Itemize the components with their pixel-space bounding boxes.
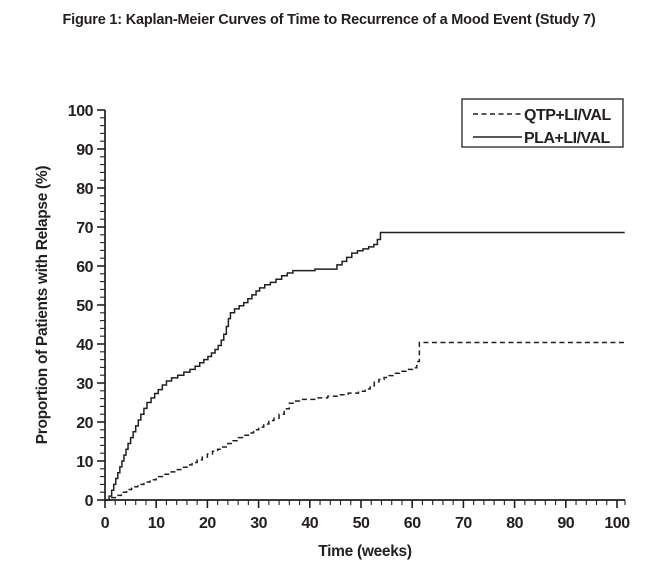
legend-label: QTP+LI/VAL [524, 107, 611, 124]
series-pla-li-val [105, 231, 625, 501]
y-tick-label: 30 [76, 376, 93, 393]
y-tick-label: 0 [85, 493, 94, 510]
y-tick-label: 10 [76, 454, 93, 471]
x-tick-label: 20 [199, 515, 216, 532]
x-tick-label: 80 [506, 515, 523, 532]
x-tick-label: 10 [148, 515, 165, 532]
x-tick-label: 90 [557, 515, 574, 532]
figure-title: Figure 1: Kaplan-Meier Curves of Time to… [62, 12, 596, 28]
x-tick-label: 50 [353, 515, 370, 532]
y-tick-label: 20 [76, 415, 93, 432]
legend-box [461, 98, 624, 148]
x-tick-label: 60 [404, 515, 421, 532]
y-tick-label: 40 [76, 337, 93, 354]
y-tick-label: 50 [76, 298, 93, 315]
x-axis-title: Time (weeks) [318, 543, 412, 560]
x-tick-label: 70 [455, 515, 472, 532]
axes [104, 110, 625, 501]
y-tick-label: 80 [76, 181, 93, 198]
x-tick-label: 40 [301, 515, 318, 532]
y-tick-label: 100 [68, 103, 94, 120]
y-tick-label: 70 [76, 220, 93, 237]
y-axis-title: Proportion of Patients with Relapse (%) [34, 166, 51, 445]
x-tick-label: 100 [604, 515, 630, 532]
legend-label: PLA+LI/VAL [524, 130, 611, 147]
series-qtp-li-val [105, 341, 625, 501]
x-tick-label: 30 [250, 515, 267, 532]
y-tick-label: 60 [76, 259, 93, 276]
y-tick-label: 90 [76, 142, 93, 159]
x-tick-label: 0 [101, 515, 110, 532]
